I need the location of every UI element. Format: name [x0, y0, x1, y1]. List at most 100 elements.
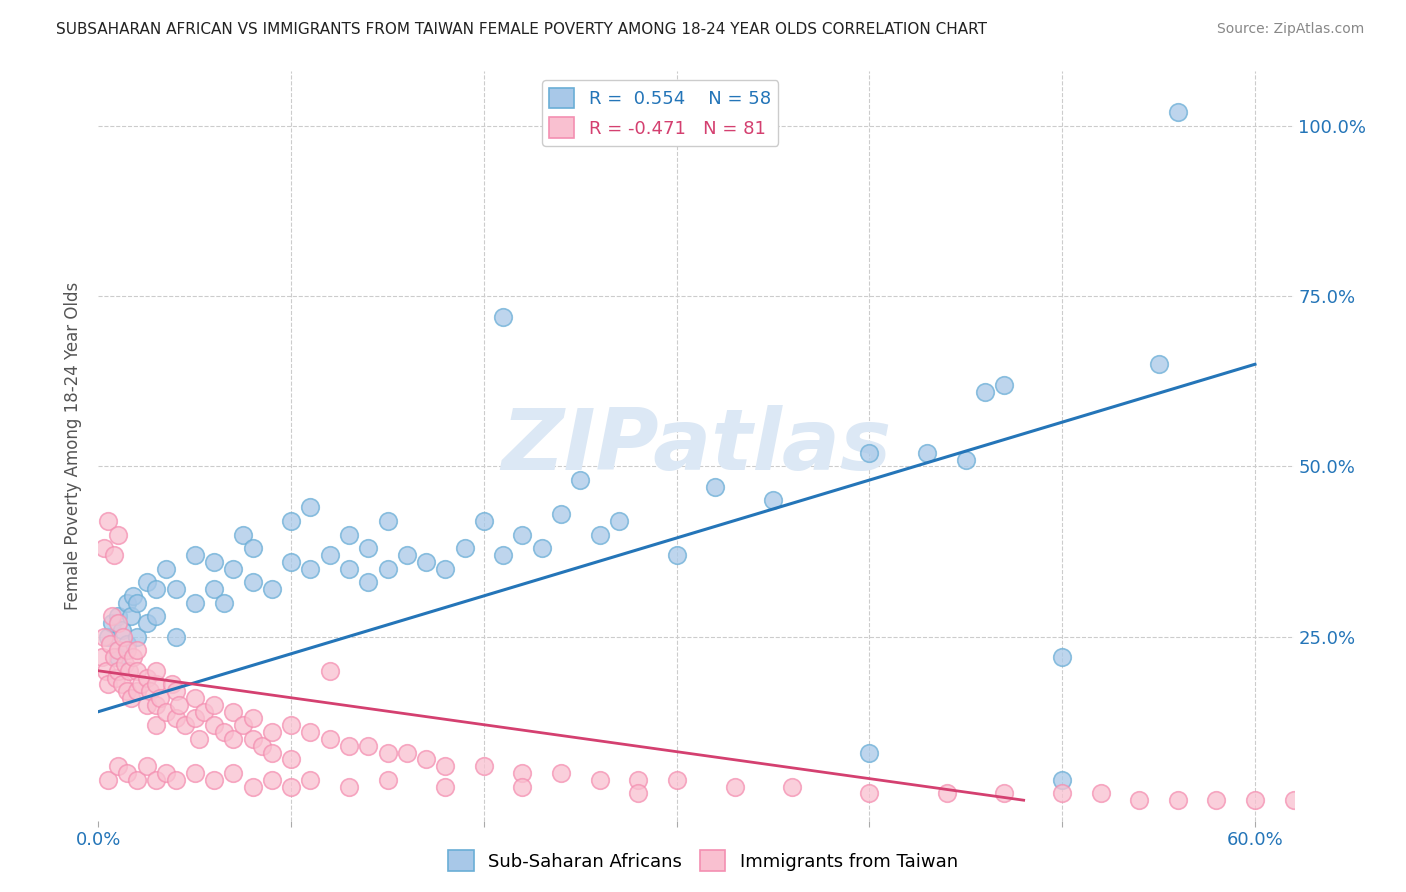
Point [135, 616, 157, 631]
Point [222, 561, 245, 575]
Point [103, 548, 125, 562]
Point [145, 677, 167, 691]
Point [1050, 772, 1073, 787]
Point [472, 514, 495, 528]
Point [112, 630, 135, 644]
Point [377, 561, 399, 575]
Point [125, 596, 148, 610]
Point [299, 772, 322, 787]
Point [357, 575, 380, 590]
Point [174, 718, 197, 732]
Point [319, 664, 342, 678]
Point [453, 541, 475, 556]
Point [107, 759, 129, 773]
Point [280, 780, 302, 794]
Point [117, 766, 139, 780]
Point [107, 650, 129, 665]
Point [512, 527, 534, 541]
Point [993, 786, 1015, 800]
Point [149, 691, 172, 706]
Point [665, 772, 688, 787]
Point [337, 527, 360, 541]
Point [117, 643, 139, 657]
Point [120, 691, 142, 706]
Point [1244, 793, 1267, 807]
Point [103, 650, 125, 665]
Point [337, 780, 360, 794]
Point [530, 541, 553, 556]
Point [858, 786, 880, 800]
Point [627, 772, 650, 787]
Point [704, 480, 727, 494]
Point [129, 677, 152, 691]
Point [117, 684, 139, 698]
Point [280, 514, 302, 528]
Point [434, 561, 457, 575]
Point [145, 772, 167, 787]
Point [139, 684, 162, 698]
Point [665, 548, 688, 562]
Point [260, 725, 283, 739]
Point [260, 582, 283, 596]
Point [242, 541, 264, 556]
Point [125, 664, 148, 678]
Point [104, 671, 127, 685]
Point [357, 541, 380, 556]
Point [222, 766, 245, 780]
Point [155, 705, 177, 719]
Point [169, 698, 191, 712]
Point [1090, 786, 1112, 800]
Point [145, 582, 167, 596]
Point [319, 731, 342, 746]
Point [93, 630, 115, 644]
Point [242, 780, 264, 794]
Point [122, 650, 145, 665]
Point [974, 384, 997, 399]
Point [97, 772, 120, 787]
Point [280, 752, 302, 766]
Point [782, 780, 804, 794]
Point [202, 582, 225, 596]
Point [472, 759, 495, 773]
Point [588, 772, 610, 787]
Point [117, 596, 139, 610]
Point [627, 786, 650, 800]
Point [492, 310, 515, 324]
Point [107, 664, 129, 678]
Point [1147, 357, 1170, 371]
Point [107, 527, 129, 541]
Point [242, 575, 264, 590]
Point [145, 718, 167, 732]
Point [135, 698, 157, 712]
Point [260, 772, 283, 787]
Point [114, 657, 136, 671]
Point [184, 691, 207, 706]
Point [107, 616, 129, 631]
Point [101, 616, 124, 631]
Point [299, 561, 322, 575]
Point [588, 527, 610, 541]
Point [935, 786, 957, 800]
Point [395, 746, 418, 760]
Point [202, 698, 225, 712]
Point [145, 698, 167, 712]
Point [1205, 793, 1227, 807]
Point [280, 555, 302, 569]
Point [125, 684, 148, 698]
Point [145, 664, 167, 678]
Point [98, 636, 121, 650]
Point [101, 609, 124, 624]
Point [165, 630, 187, 644]
Point [337, 561, 360, 575]
Point [762, 493, 785, 508]
Point [550, 766, 572, 780]
Point [110, 623, 132, 637]
Point [165, 772, 187, 787]
Point [377, 746, 399, 760]
Point [260, 746, 283, 760]
Point [91, 650, 114, 665]
Point [512, 780, 534, 794]
Point [232, 527, 254, 541]
Point [1050, 786, 1073, 800]
Point [299, 500, 322, 515]
